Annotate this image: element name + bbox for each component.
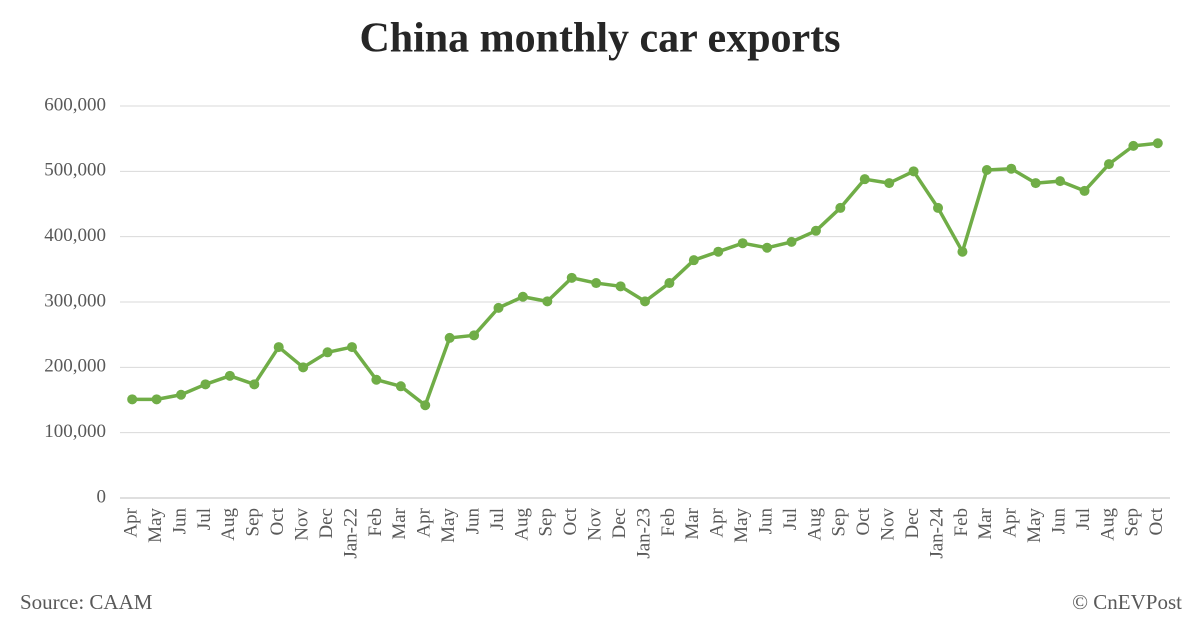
x-tick-label: Jun — [1048, 508, 1069, 535]
x-tick-label: Aug — [1097, 508, 1118, 541]
y-tick-label: 200,000 — [44, 356, 106, 377]
point — [762, 242, 773, 253]
point — [591, 278, 602, 289]
point — [884, 178, 895, 189]
point — [346, 342, 357, 353]
point — [908, 166, 919, 177]
point — [127, 394, 138, 405]
point — [371, 374, 382, 385]
x-tick-label: Oct — [1146, 507, 1167, 535]
point — [859, 174, 870, 185]
point — [420, 400, 431, 411]
x-tick-label: Jul — [1073, 508, 1094, 530]
x-tick-label: Jan-24 — [926, 508, 947, 559]
x-tick-label: Oct — [560, 507, 581, 535]
x-tick-label: Jul — [194, 508, 215, 530]
y-tick-label: 300,000 — [44, 290, 106, 311]
point — [200, 379, 211, 390]
point — [395, 381, 406, 392]
x-tick-label: Nov — [585, 508, 606, 541]
point — [1030, 178, 1041, 189]
point — [615, 281, 626, 292]
x-tick-label: Dec — [609, 508, 630, 539]
point — [273, 342, 284, 353]
y-tick-label: 400,000 — [44, 225, 106, 246]
point — [249, 379, 260, 390]
point — [835, 202, 846, 213]
x-tick-label: Mar — [682, 507, 703, 539]
point — [1006, 163, 1017, 174]
credit: © CnEVPost — [1072, 590, 1182, 614]
point — [322, 347, 333, 358]
point — [542, 296, 553, 307]
point — [640, 296, 650, 307]
x-tick-label: Sep — [829, 508, 850, 537]
source: Source: CAAM — [20, 590, 153, 614]
x-tick-label: Mar — [975, 507, 996, 539]
x-tick-label: Sep — [243, 508, 264, 537]
point — [1079, 185, 1090, 196]
x-tick-label: Apr — [414, 507, 435, 537]
x-tick-label: Jun — [462, 508, 483, 535]
point — [713, 246, 724, 257]
y-tick-label: 500,000 — [44, 160, 106, 181]
x-tick-label: Apr — [1000, 507, 1021, 537]
y-tick-label: 0 — [97, 486, 107, 507]
x-tick-label: Aug — [511, 508, 532, 541]
point — [688, 255, 699, 266]
x-tick-label: Dec — [316, 508, 337, 539]
x-tick-label: Feb — [365, 508, 386, 537]
point — [786, 236, 797, 247]
point — [469, 330, 480, 341]
x-tick-label: Sep — [1122, 508, 1143, 537]
point — [517, 291, 528, 302]
x-tick-label: May — [731, 508, 752, 543]
point — [444, 332, 455, 343]
x-tick-label: Oct — [267, 507, 288, 535]
x-tick-label: Nov — [291, 508, 312, 541]
point — [933, 202, 944, 213]
x-tick-label: May — [438, 508, 459, 543]
point — [1055, 176, 1066, 187]
point — [810, 225, 821, 236]
point — [1152, 138, 1163, 149]
y-tick-label: 600,000 — [44, 94, 106, 115]
x-tick-label: Dec — [902, 508, 923, 539]
x-tick-label: Aug — [804, 508, 825, 541]
x-tick-label: Oct — [853, 507, 874, 535]
x-tick-label: Jan-22 — [340, 508, 361, 559]
x-tick-label: Apr — [707, 507, 728, 537]
point — [224, 370, 235, 381]
x-tick-label: Mar — [389, 507, 410, 539]
point — [151, 394, 162, 405]
point — [566, 272, 577, 283]
x-tick-label: Jun — [169, 508, 190, 535]
chart-title: China monthly car exports — [359, 16, 840, 62]
point — [298, 362, 309, 373]
point — [664, 278, 675, 289]
x-tick-label: Sep — [536, 508, 557, 537]
point — [957, 246, 968, 257]
x-tick-label: Nov — [878, 508, 899, 541]
point — [737, 238, 748, 249]
x-tick-label: Feb — [658, 508, 679, 537]
x-tick-label: Feb — [951, 508, 972, 537]
x-tick-label: Aug — [218, 508, 239, 541]
x-tick-label: May — [145, 508, 166, 543]
point — [176, 389, 187, 400]
y-tick-label: 100,000 — [44, 421, 106, 442]
x-tick-label: Jun — [755, 508, 776, 535]
point — [493, 302, 504, 313]
point — [1103, 159, 1114, 170]
point — [981, 165, 992, 176]
x-tick-label: May — [1024, 508, 1045, 543]
x-tick-label: Apr — [121, 507, 142, 537]
point — [1128, 140, 1139, 151]
x-tick-label: Jan-23 — [633, 508, 654, 559]
x-tick-label: Jul — [487, 508, 508, 530]
x-tick-label: Jul — [780, 508, 801, 530]
